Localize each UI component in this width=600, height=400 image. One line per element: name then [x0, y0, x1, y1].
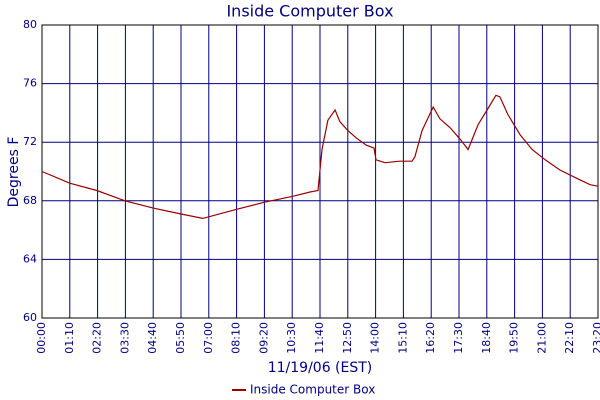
y-axis-label: Degrees F — [6, 137, 22, 208]
x-tick-label: 05:50 — [174, 322, 187, 354]
legend-label: Inside Computer Box — [250, 383, 375, 397]
x-tick-label: 21:00 — [535, 322, 548, 354]
x-tick-label: 11:40 — [313, 322, 326, 354]
x-tick-label: 04:40 — [146, 322, 159, 354]
y-tick-label: 64 — [23, 252, 37, 265]
y-tick-label: 60 — [23, 311, 37, 324]
x-tick-label: 03:30 — [118, 322, 131, 354]
x-tick-label: 19:50 — [508, 322, 521, 354]
x-tick-label: 00:00 — [35, 322, 48, 354]
x-tick-label: 09:20 — [257, 322, 270, 354]
x-tick-label: 08:10 — [230, 322, 243, 354]
y-tick-label: 68 — [23, 194, 37, 207]
x-tick-label: 07:00 — [202, 322, 215, 354]
x-tick-label: 10:30 — [285, 322, 298, 354]
x-tick-label: 01:10 — [63, 322, 76, 354]
x-tick-label: 17:30 — [452, 322, 465, 354]
data-line — [41, 94, 599, 220]
x-axis-label: 11/19/06 (EST) — [268, 360, 373, 376]
x-tick-label: 02:20 — [91, 322, 104, 354]
x-tick-label: 14:00 — [369, 322, 382, 354]
x-tick-label: 15:10 — [396, 322, 409, 354]
x-tick-label: 23:20 — [591, 322, 600, 354]
x-tick-label: 18:40 — [480, 322, 493, 354]
x-tick-label: 22:10 — [563, 322, 576, 354]
y-tick-label: 76 — [23, 77, 37, 90]
chart-title: Inside Computer Box — [226, 2, 393, 21]
y-tick-label: 72 — [23, 135, 37, 148]
x-tick-label: 16:20 — [424, 322, 437, 354]
x-tick-label: 12:50 — [341, 322, 354, 354]
y-tick-label: 80 — [23, 18, 37, 31]
